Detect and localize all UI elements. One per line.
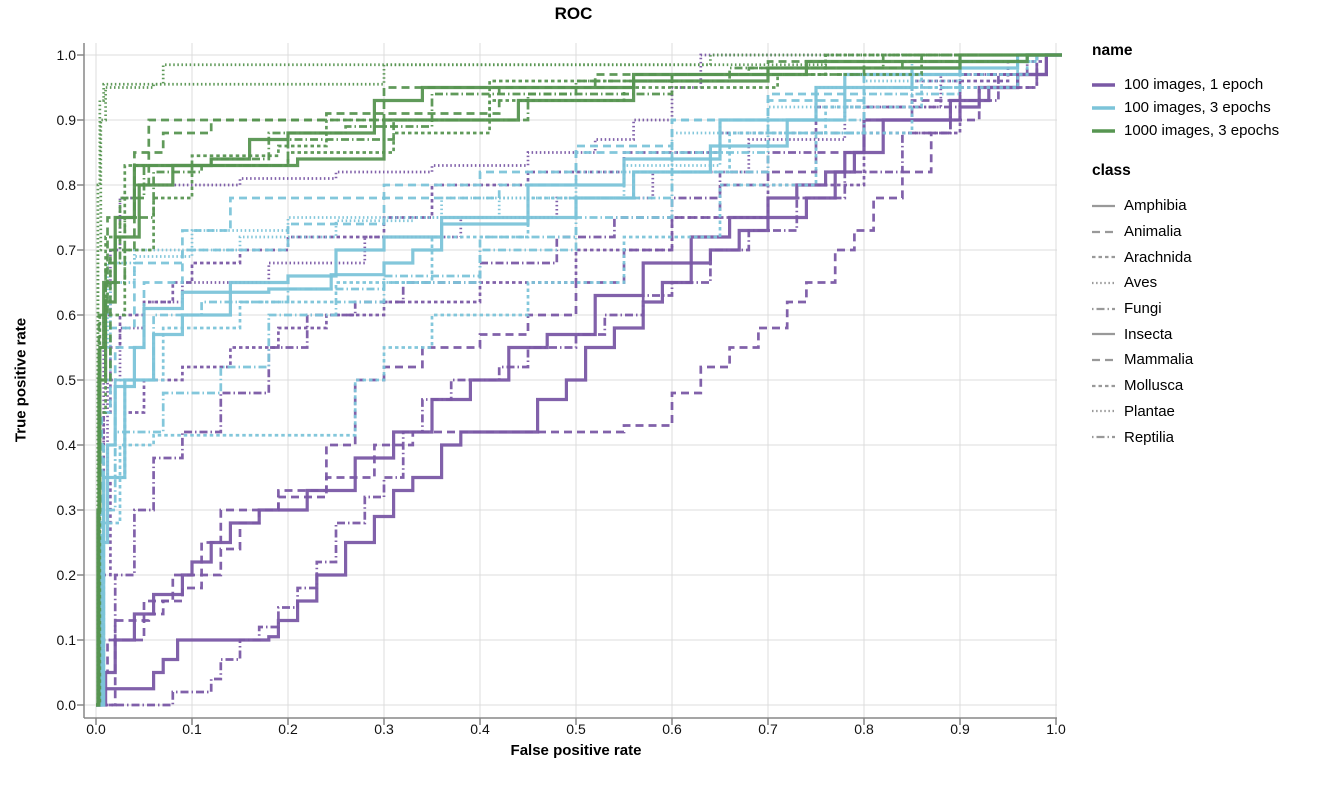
roc-curve-100-images-3-epochs-mollusca [96,53,1062,707]
x-tick-label: 0.7 [758,721,778,737]
legend-class-item-mollusca: Mollusca [1092,373,1279,399]
roc-curve-100-images-3-epochs-reptilia [96,53,1062,707]
y-tick-label: 0.2 [56,567,76,583]
legend-class-items: Amphibia Animalia Arachnida Aves Fungi Insect… [1092,193,1279,450]
legend-line-swatch-icon [1092,105,1115,110]
x-tick-label: 0.3 [374,721,394,737]
legend-name-items: 100 images, 1 epoch 100 images, 3 epochs 1… [1092,73,1279,142]
y-axis-title: True positive rate [12,317,30,443]
legend-line-swatch-icon [1092,128,1115,133]
legend-class-item-animalia: Animalia [1092,219,1279,245]
legend-class-item-insecta: Insecta [1092,321,1279,347]
roc-curve-100-images-3-epochs-animalia [96,53,1062,707]
y-tick-label: 0.8 [56,177,76,193]
legend-class-item-arachnida: Arachnida [1092,244,1279,270]
x-tick-label: 0.5 [566,721,586,737]
legend-line-swatch-icon [1092,256,1115,259]
y-tick-label: 0.5 [56,372,76,388]
x-tick-label: 0.6 [662,721,682,737]
legend-class-item-aves: Aves [1092,270,1279,296]
x-tick-label: 0.4 [470,721,490,737]
legend-class-item-label: Arachnida [1124,248,1192,266]
legend-line-swatch-icon [1092,333,1115,336]
roc-curve-100-images-1-epoch-mammalia [96,53,1062,707]
legend-line-swatch-icon [1092,358,1115,362]
legend-class-title: class [1092,162,1131,179]
legend-name-item-100-images-3-epochs: 100 images, 3 epochs [1092,96,1279,119]
roc-curve-100-images-1-epoch-reptilia [96,53,1062,707]
legend-line-swatch-icon [1092,410,1115,413]
x-tick-label: 0.2 [278,721,298,737]
legend-line-swatch-icon [1092,82,1115,87]
legend-line-swatch-icon [1092,281,1115,285]
roc-curve-100-images-3-epochs-mammalia [96,53,1062,707]
legend-name-item-1000-images-3-epochs: 1000 images, 3 epochs [1092,119,1279,142]
y-tick-label: 0.4 [56,437,76,453]
legend-line-swatch-icon [1092,204,1115,207]
roc-curve-100-images-1-epoch-insecta [96,53,1062,707]
legend-class-item-label: Aves [1124,274,1158,292]
x-tick-label: 0.0 [86,721,106,737]
legend-class-item-plantae: Plantae [1092,399,1279,425]
y-tick-label: 0.1 [56,632,76,648]
x-tick-label: 0.8 [854,721,874,737]
y-tick-label: 1.0 [56,47,76,63]
legend-line-swatch-icon [1092,435,1115,439]
y-tick-label: 0.0 [56,697,76,713]
y-tick-label: 0.3 [56,502,76,518]
legend-class-item-label: Fungi [1124,300,1162,318]
y-tick-label: 0.9 [56,112,76,128]
legend-name-item-100-images-1-epoch: 100 images, 1 epoch [1092,73,1279,96]
roc-curve-1000-images-3-epochs-reptilia [96,53,1062,707]
legend-class-item-label: Amphibia [1124,197,1187,215]
legend-name-item-label: 100 images, 1 epoch [1124,76,1264,93]
legend-class-item-label: Mollusca [1124,377,1184,395]
legend-class-item-amphibia: Amphibia [1092,193,1279,219]
legend-class-item-label: Insecta [1124,325,1173,343]
roc-curve-100-images-1-epoch-animalia [96,53,1062,707]
legend-line-swatch-icon [1092,384,1115,387]
legend-class-item-reptilia: Reptilia [1092,424,1279,450]
x-tick-label: 0.1 [182,721,202,737]
legend-name-item-label: 100 images, 3 epochs [1124,99,1271,116]
legend-class-item-label: Animalia [1124,223,1182,241]
x-axis-title: False positive rate [510,742,642,759]
x-tick-label: 0.9 [950,721,970,737]
legend: name 100 images, 1 epoch 100 images, 3 ep… [1092,42,1279,450]
y-tick-label: 0.7 [56,242,76,258]
legend-class-item-label: Plantae [1124,402,1175,420]
legend-line-swatch-icon [1092,307,1115,310]
legend-line-swatch-icon [1092,230,1115,233]
roc-curve-1000-images-3-epochs-mammalia [96,53,1062,707]
roc-curve-100-images-3-epochs-aves [96,53,1062,707]
legend-class-item-fungi: Fungi [1092,296,1279,322]
legend-class-item-mammalia: Mammalia [1092,347,1279,373]
y-tick-label: 0.6 [56,307,76,323]
legend-class-item-label: Mammalia [1124,351,1194,369]
x-tick-label: 1.0 [1046,721,1066,737]
legend-name-item-label: 1000 images, 3 epochs [1124,122,1280,139]
chart-title: ROC [554,4,593,23]
legend-name-title: name [1092,42,1133,59]
legend-class-item-label: Reptilia [1124,428,1175,446]
roc-curve-1000-images-3-epochs-plantae [96,53,1062,707]
